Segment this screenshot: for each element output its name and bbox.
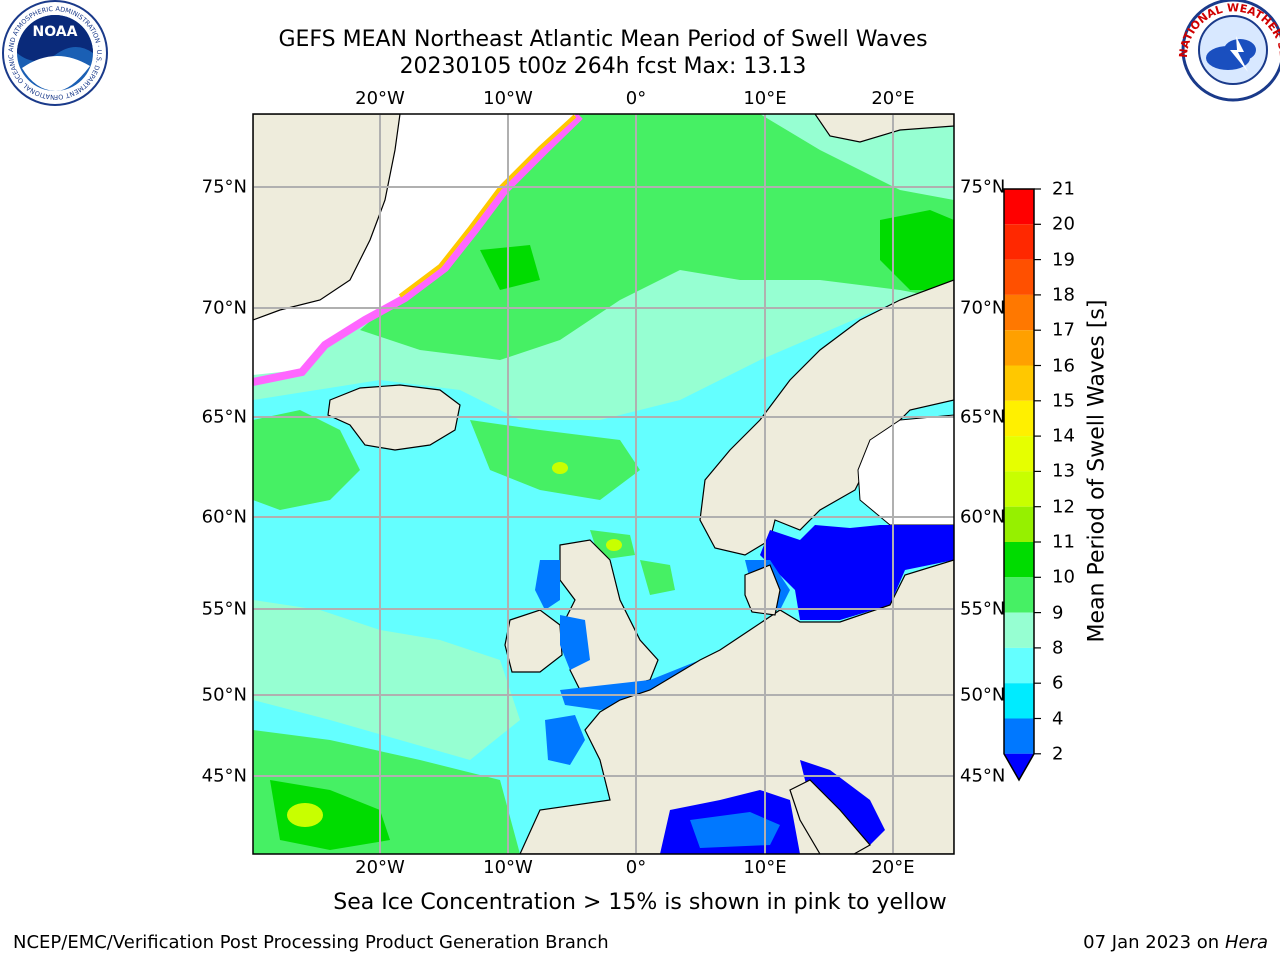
colorbar-segment [1004,259,1034,295]
colorbar-segment [1004,294,1034,331]
colorbar-tick-label: 15 [1052,390,1075,412]
footer-credit: NCEP/EMC/Verification Post Processing Pr… [13,932,609,953]
lon-label-bottom: 10°E [743,857,787,878]
lon-label-top: 10°W [483,88,533,109]
colorbar-segment [1004,718,1034,754]
colorbar-segment [1004,683,1034,719]
lat-label-right: 60°N [960,506,1006,528]
lat-label-left: 60°N [201,506,247,528]
colorbar-tick-label: 19 [1052,249,1075,271]
graticule [253,114,954,854]
lon-label-top: 10°E [743,88,787,109]
adriatic-sea [800,760,885,845]
lat-label-right: 75°N [960,176,1006,198]
colorbar-tick-label: 14 [1052,425,1075,447]
colorbar [1003,188,1041,782]
svg-text:NOAA: NOAA [33,24,78,40]
colorbar-segment [1004,542,1034,578]
sea-ice-edge [253,114,583,386]
noaa-logo: NATIONAL OCEANIC AND ATMOSPHERIC ADMINIS… [0,0,108,106]
colorbar-tick-label: 4 [1052,708,1064,729]
footer-host: Hera [1224,932,1268,953]
swell-band-9-10 [470,420,640,500]
swell-band-10-11 [880,210,954,290]
sea-ice-edge [398,114,577,298]
europe-land [519,559,954,854]
colorbar-segment [1004,577,1034,613]
colorbar-tick-label: 21 [1052,178,1075,200]
map-plot-area [253,114,954,854]
biscay-shallow [545,715,585,765]
swell-band-12-13 [552,462,568,474]
colorbar-segment [1004,506,1034,542]
colorbar-tick-label: 16 [1052,355,1075,376]
colorbar-tick-label: 10 [1052,566,1075,588]
lat-label-left: 45°N [201,765,247,787]
colorbar-tick-label: 18 [1052,284,1075,306]
ireland-land [504,609,563,673]
colorbar-segment [1004,647,1034,684]
greenland-land [253,114,401,321]
lat-label-left: 75°N [201,176,247,198]
colorbar-tick-label: 13 [1052,460,1075,482]
colorbar-segment [1004,612,1034,648]
map-frame [252,113,955,855]
colorbar-segment [1004,330,1034,366]
irish-sea-shallow [560,615,590,670]
north-sea-shallow [535,560,560,610]
swell-band-8-9 [253,600,520,760]
colorbar-tick-label: 6 [1052,672,1064,694]
swell-band-10-11 [270,780,390,850]
lat-label-right: 65°N [960,406,1006,428]
lon-label-bottom: 10°W [483,857,533,878]
colorbar-segment [1004,189,1034,225]
colorbar-segment [1004,365,1034,401]
colorbar-tick-label: 11 [1052,531,1075,553]
lon-label-bottom: 20°W [355,857,405,878]
lon-label-bottom: 20°E [871,857,915,878]
lat-label-left: 65°N [201,406,247,428]
lat-label-left: 50°N [201,684,247,706]
svalbard-land [814,114,954,143]
lat-label-right: 45°N [960,765,1006,787]
colorbar-tick-label: 2 [1052,743,1064,765]
colorbar-segment [1004,400,1034,437]
colorbar-segment [1004,224,1034,260]
denmark-land [744,564,781,616]
lon-label-bottom: 0° [625,857,647,878]
lat-label-left: 70°N [201,297,247,319]
lat-label-left: 55°N [201,598,247,620]
colorbar-segment [1004,471,1034,507]
footer-date: 07 Jan 2023 on Hera [1083,932,1268,953]
colorbar-tick-label: 8 [1052,637,1064,659]
baltic-sea [760,525,954,620]
colorbar-segment [1004,436,1034,472]
colorbar-tick-label: 20 [1052,213,1075,235]
swell-band-9-10 [640,560,675,595]
lat-label-right: 50°N [960,684,1006,706]
swell-band-12-13 [287,803,323,827]
chart-title: GEFS MEAN Northeast Atlantic Mean Period… [278,27,928,52]
colorbar-tick-label: 12 [1052,496,1075,518]
lon-label-top: 0° [625,88,647,109]
colorbar-tick-label: 17 [1052,319,1075,341]
lon-label-top: 20°W [355,88,405,109]
lat-label-right: 70°N [960,297,1006,319]
sea-ice-note: Sea Ice Concentration > 15% is shown in … [333,890,947,915]
swell-band-9-10 [253,410,360,510]
footer-date-text: 07 Jan 2023 on [1083,932,1220,953]
swell-band-10-11 [480,245,540,290]
italy-land [789,779,871,854]
colorbar-tick-label: 9 [1052,602,1064,624]
colorbar-label: Mean Period of Swell Waves [s] [1084,299,1110,643]
mediterranean-sea [690,812,780,848]
chart-subtitle: 20230105 t00z 264h fcst Max: 13.13 [399,54,807,79]
lat-label-right: 55°N [960,598,1006,620]
colorbar-extend-arrow [1004,753,1034,780]
swell-band-12-13 [606,539,622,551]
lon-label-top: 20°E [871,88,915,109]
colorbar-frame [1003,188,1035,782]
